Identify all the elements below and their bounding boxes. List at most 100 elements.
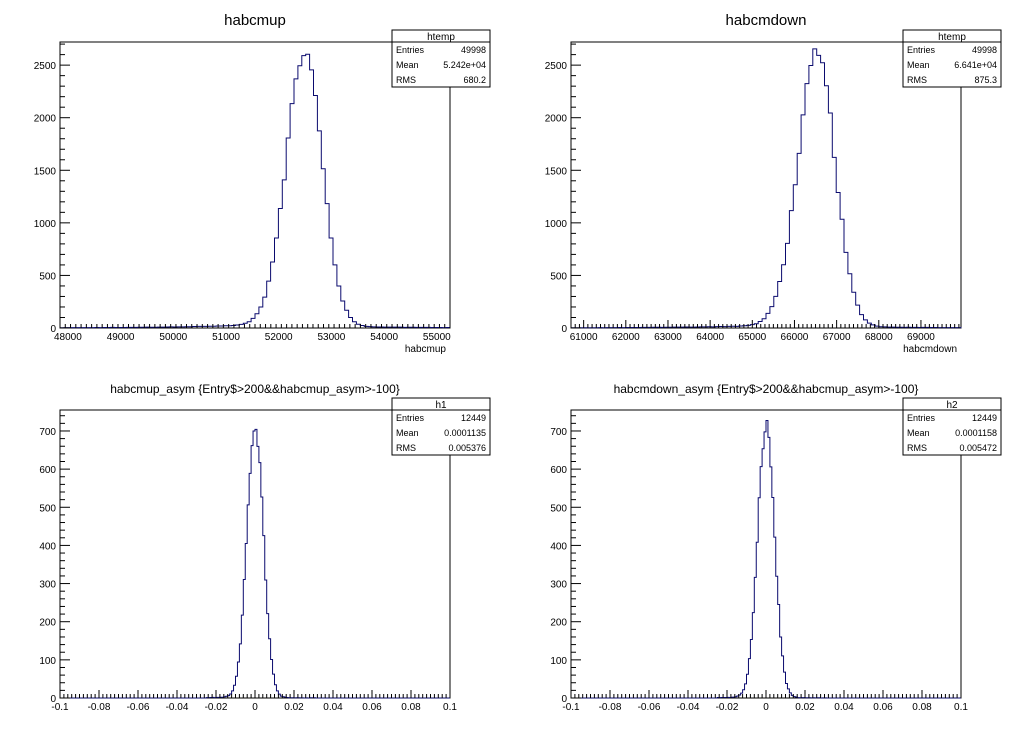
stats-row-label: RMS bbox=[907, 443, 927, 453]
x-tick-label: 0.08 bbox=[912, 702, 932, 713]
stats-box: h1 Entries 12449 Mean 0.0001135 RMS 0.005376 bbox=[391, 397, 491, 456]
x-tick-label: 0.02 bbox=[284, 702, 304, 713]
stats-box-name: h2 bbox=[946, 400, 958, 411]
stats-row-value: 0.0001135 bbox=[444, 428, 486, 438]
stats-row-label: RMS bbox=[396, 75, 416, 85]
x-axis-label: habcmdown bbox=[903, 344, 957, 355]
stats-row-value: 680.2 bbox=[463, 75, 486, 85]
x-tick-label: 51000 bbox=[212, 332, 240, 343]
y-tick-label: 200 bbox=[39, 618, 56, 629]
stats-row-value: 0.005376 bbox=[448, 443, 486, 453]
x-tick-label: 50000 bbox=[159, 332, 187, 343]
x-tick-label: 54000 bbox=[370, 332, 398, 343]
x-tick-label: 69000 bbox=[907, 332, 935, 343]
y-tick-label: 2000 bbox=[34, 114, 57, 125]
stats-row-label: Entries bbox=[396, 413, 425, 423]
x-tick-label: 53000 bbox=[318, 332, 346, 343]
stats-row-value: 12449 bbox=[972, 413, 997, 423]
x-tick-label: 55000 bbox=[423, 332, 451, 343]
x-tick-label: 0.04 bbox=[834, 702, 854, 713]
y-tick-label: 600 bbox=[39, 465, 56, 476]
chart-title: habcmdown bbox=[726, 12, 807, 29]
x-tick-label: -0.02 bbox=[716, 702, 739, 713]
stats-row-label: Mean bbox=[907, 428, 930, 438]
y-tick-label: 2500 bbox=[34, 61, 57, 72]
x-tick-label: 67000 bbox=[823, 332, 851, 343]
y-tick-label: 100 bbox=[39, 656, 56, 667]
y-tick-label: 200 bbox=[550, 618, 567, 629]
y-tick-label: 500 bbox=[39, 503, 56, 514]
chart-title: habcmdown_asym {Entry$>200&&habcmup_asym… bbox=[614, 382, 919, 396]
x-tick-label: 0 bbox=[763, 702, 769, 713]
stats-box-frame bbox=[902, 397, 1002, 456]
y-tick-label: 2500 bbox=[545, 61, 568, 72]
x-tick-label: -0.04 bbox=[677, 702, 700, 713]
y-tick-label: 300 bbox=[550, 580, 567, 591]
y-tick-label: 1500 bbox=[34, 166, 57, 177]
stats-row-value: 5.242e+04 bbox=[443, 60, 486, 70]
stats-row-label: Mean bbox=[907, 60, 930, 70]
x-tick-label: 49000 bbox=[107, 332, 135, 343]
x-tick-label: 64000 bbox=[696, 332, 724, 343]
x-tick-label: -0.08 bbox=[599, 702, 622, 713]
stats-row-label: Mean bbox=[396, 428, 419, 438]
chart-panel-2: habcmdown 61000 62000 63000 64000 65000 66000 6… bbox=[545, 12, 1002, 355]
x-tick-label: 63000 bbox=[654, 332, 682, 343]
chart-panel-4: habcmdown_asym {Entry$>200&&habcmup_asym… bbox=[550, 382, 1002, 713]
stats-box-frame bbox=[391, 29, 491, 88]
stats-box: h2 Entries 12449 Mean 0.0001158 RMS 0.005472 bbox=[902, 397, 1002, 456]
stats-box-name: htemp bbox=[938, 32, 966, 43]
x-tick-label: 0.1 bbox=[443, 702, 457, 713]
y-tick-label: 400 bbox=[550, 541, 567, 552]
histogram-series bbox=[59, 53, 451, 329]
x-tick-label: -0.1 bbox=[51, 702, 69, 713]
y-tick-label: 1000 bbox=[545, 219, 568, 230]
y-tick-label: 700 bbox=[39, 427, 56, 438]
x-tick-label: 0.02 bbox=[795, 702, 815, 713]
y-tick-label: 0 bbox=[50, 324, 56, 335]
x-tick-label: -0.08 bbox=[88, 702, 111, 713]
y-tick-label: 1000 bbox=[34, 219, 57, 230]
x-tick-label: 0.04 bbox=[323, 702, 343, 713]
x-tick-label: 0.1 bbox=[954, 702, 968, 713]
x-tick-label: 0 bbox=[252, 702, 258, 713]
y-tick-label: 0 bbox=[50, 694, 56, 705]
x-tick-label: 0.06 bbox=[873, 702, 893, 713]
stats-box-name: h1 bbox=[435, 400, 447, 411]
chart-title: habcmup bbox=[224, 12, 286, 29]
x-tick-label: 52000 bbox=[265, 332, 293, 343]
histogram-series bbox=[60, 428, 450, 699]
y-tick-label: 500 bbox=[39, 271, 56, 282]
stats-box-frame bbox=[391, 397, 491, 456]
x-tick-label: 68000 bbox=[865, 332, 893, 343]
x-tick-label: 62000 bbox=[612, 332, 640, 343]
stats-row-value: 12449 bbox=[461, 413, 486, 423]
x-tick-label: -0.04 bbox=[166, 702, 189, 713]
stats-row-label: Mean bbox=[396, 60, 419, 70]
x-tick-label: -0.06 bbox=[127, 702, 150, 713]
stats-row-value: 49998 bbox=[461, 45, 486, 55]
stats-row-value: 6.641e+04 bbox=[954, 60, 997, 70]
y-tick-label: 500 bbox=[550, 271, 567, 282]
stats-box-name: htemp bbox=[427, 32, 455, 43]
stats-row-label: RMS bbox=[907, 75, 927, 85]
chart-panel-1: habcmup 48000 49000 50000 51000 52000 53000 540… bbox=[34, 12, 491, 355]
y-tick-label: 1500 bbox=[545, 166, 568, 177]
stats-row-value: 0.005472 bbox=[959, 443, 997, 453]
y-tick-label: 2000 bbox=[545, 114, 568, 125]
x-tick-label: 0.06 bbox=[362, 702, 382, 713]
x-tick-label: 66000 bbox=[781, 332, 809, 343]
stats-row-value: 0.0001158 bbox=[955, 428, 997, 438]
stats-row-value: 875.3 bbox=[974, 75, 997, 85]
chart-panel-3: habcmup_asym {Entry$>200&&habcmup_asym>-… bbox=[39, 382, 491, 713]
y-tick-label: 600 bbox=[550, 465, 567, 476]
y-tick-label: 100 bbox=[550, 656, 567, 667]
plot-frame bbox=[570, 41, 962, 329]
stats-row-label: Entries bbox=[907, 45, 936, 55]
y-tick-label: 500 bbox=[550, 503, 567, 514]
y-tick-label: 400 bbox=[39, 541, 56, 552]
x-tick-label: 61000 bbox=[570, 332, 598, 343]
